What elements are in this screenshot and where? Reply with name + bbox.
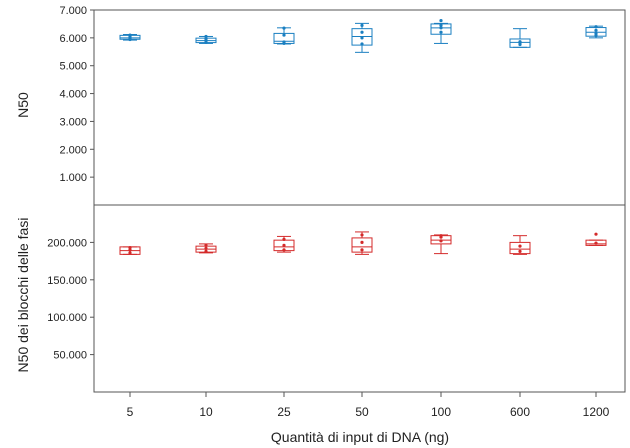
data-point [282, 243, 286, 247]
x-axis: 5 10 25 50 100 600 1200 [127, 392, 610, 419]
data-point [439, 30, 443, 34]
y-tick-label: 100.000 [47, 312, 87, 324]
box-5 [119, 33, 141, 42]
x-tick-label: 100 [431, 405, 451, 419]
data-point [282, 40, 286, 44]
bottom-y-axis-title: N50 dei blocchi delle fasi [15, 218, 31, 373]
data-point [282, 26, 286, 30]
data-point [360, 30, 364, 34]
x-tick-label: 10 [199, 405, 213, 419]
data-point [204, 37, 208, 41]
box-iqr [585, 239, 607, 246]
x-tick-label: 1200 [583, 405, 610, 419]
y-tick-label: 7.000 [59, 5, 87, 17]
box-iqr [509, 38, 531, 48]
data-point [439, 234, 443, 238]
y-tick-label: 150.000 [47, 275, 87, 287]
x-axis-title: Quantità di input di DNA (ng) [271, 429, 449, 445]
plot-frame [93, 9, 626, 393]
box-600 [509, 235, 531, 255]
data-point [282, 248, 286, 252]
y-tick-label: 2.000 [59, 144, 87, 156]
y-tick-label: 3.000 [59, 116, 87, 128]
box-iqr [351, 237, 373, 253]
data-point [439, 239, 443, 243]
box-25 [273, 26, 295, 46]
x-tick-label: 5 [127, 405, 134, 419]
box-25 [273, 235, 295, 253]
bottom-panel: 50.000 100.000 150.000 200.000 [47, 231, 607, 362]
data-point [439, 26, 443, 30]
x-tick-label: 600 [510, 405, 530, 419]
x-tick-label: 25 [277, 405, 291, 419]
data-point [594, 232, 598, 236]
y-tick-label: 1.000 [59, 172, 87, 184]
data-point [518, 40, 522, 44]
box-iqr [509, 241, 531, 255]
data-point [594, 28, 598, 32]
box-100 [430, 18, 452, 44]
data-point [128, 33, 132, 37]
data-point [360, 23, 364, 27]
box-50 [351, 22, 373, 53]
data-point [282, 237, 286, 242]
box-1200 [585, 232, 607, 246]
data-point [518, 244, 522, 248]
data-point [204, 246, 208, 250]
y-tick-label: 200.000 [47, 237, 87, 249]
box-1200 [585, 25, 607, 39]
data-point [594, 25, 598, 29]
data-point [360, 233, 364, 237]
data-point [128, 251, 132, 255]
x-tick-label: 50 [355, 405, 369, 419]
data-point [439, 18, 443, 23]
y-tick-label: 6.000 [59, 33, 87, 45]
box-100 [430, 234, 452, 255]
data-point [360, 240, 364, 244]
data-point [128, 248, 132, 252]
data-point [594, 241, 598, 245]
box-50 [351, 231, 373, 255]
data-point [282, 33, 286, 37]
box-600 [509, 28, 531, 48]
y-tick-label: 5.000 [59, 61, 87, 73]
y-tick-label: 4.000 [59, 89, 87, 101]
data-point [204, 243, 208, 247]
top-y-axis-title: N50 [15, 92, 31, 118]
box-5 [119, 246, 141, 255]
data-point [128, 246, 132, 250]
data-point [204, 249, 208, 253]
data-point [360, 36, 364, 40]
data-point [439, 23, 443, 27]
data-point [360, 248, 364, 252]
data-point [204, 34, 208, 39]
box-10 [195, 34, 217, 44]
data-point [360, 42, 364, 46]
y-tick-label: 50.000 [53, 350, 87, 362]
box-10 [195, 243, 217, 254]
data-point [594, 32, 598, 36]
data-point [518, 249, 522, 253]
top-panel: 1.000 2.000 3.000 4.000 5.000 6.000 7.000 [59, 5, 607, 184]
